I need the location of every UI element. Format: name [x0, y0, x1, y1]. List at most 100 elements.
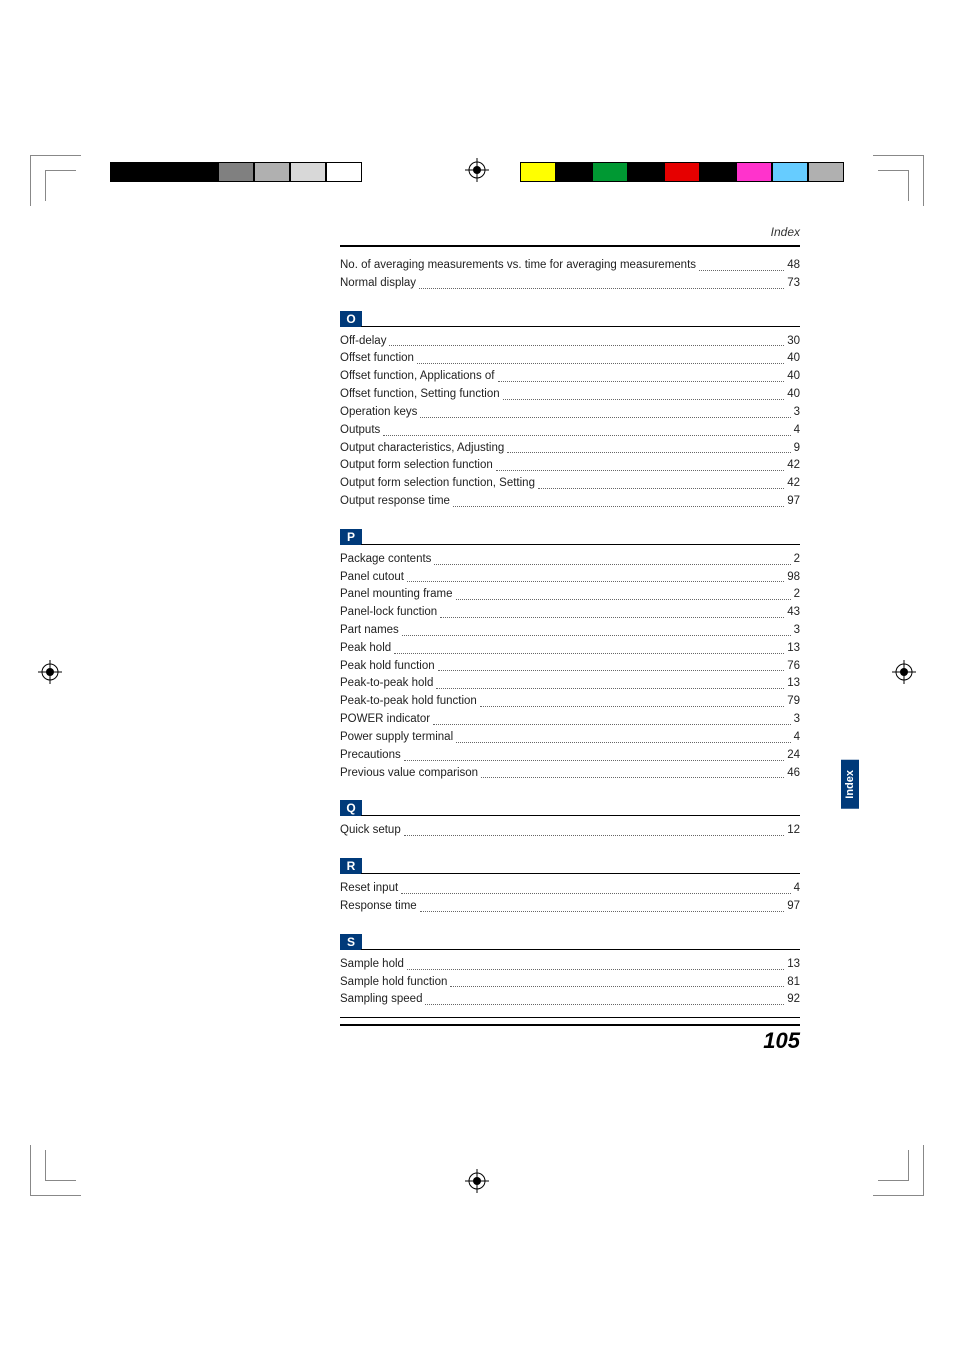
footer-rule-thick — [340, 1024, 800, 1026]
color-swatch — [556, 162, 592, 182]
entry-label: Output form selection function — [340, 457, 493, 475]
entry-label: Offset function, Setting function — [340, 386, 500, 404]
index-entry: Sample hold 13 — [340, 956, 800, 974]
entry-label: Part names — [340, 622, 399, 640]
leader-dots — [538, 475, 784, 489]
entry-page: 48 — [787, 257, 800, 275]
entry-label: Panel-lock function — [340, 604, 437, 622]
side-tab-index: Index — [841, 760, 859, 809]
section-rule — [361, 544, 800, 545]
entry-page: 97 — [787, 493, 800, 511]
leader-dots — [433, 711, 790, 725]
color-swatch — [664, 162, 700, 182]
entry-label: Panel cutout — [340, 569, 404, 587]
section-header: Q — [340, 800, 800, 816]
entry-page: 40 — [787, 386, 800, 404]
entry-page: 4 — [794, 422, 800, 440]
color-swatch — [254, 162, 290, 182]
entry-page: 12 — [787, 822, 800, 840]
entry-label: Sample hold — [340, 956, 404, 974]
register-mark-icon — [892, 660, 916, 684]
index-entry: Operation keys 3 — [340, 404, 800, 422]
color-swatch — [110, 162, 146, 182]
crop-mark — [873, 155, 924, 206]
entry-page: 97 — [787, 898, 800, 916]
entry-page: 79 — [787, 693, 800, 711]
color-swatch — [700, 162, 736, 182]
color-bar-right — [520, 162, 844, 182]
entry-label: Package contents — [340, 551, 431, 569]
entry-page: 30 — [787, 333, 800, 351]
section-rule — [361, 873, 800, 874]
entry-page: 43 — [787, 604, 800, 622]
footer-rule — [340, 1017, 800, 1018]
entry-label: Operation keys — [340, 404, 417, 422]
entry-label: Off-delay — [340, 333, 386, 351]
color-swatch — [290, 162, 326, 182]
section-rule — [361, 949, 800, 950]
entry-page: 3 — [794, 711, 800, 729]
section-rule — [361, 326, 800, 327]
entry-label: Power supply terminal — [340, 729, 453, 747]
crop-mark — [30, 1145, 81, 1196]
entry-page: 81 — [787, 974, 800, 992]
entry-page: 92 — [787, 991, 800, 1009]
color-swatch — [326, 162, 362, 182]
section-letter: O — [340, 311, 362, 327]
index-entry: Sampling speed92 — [340, 991, 800, 1009]
index-entry: Panel mounting frame2 — [340, 586, 800, 604]
page: Index Index No. of averaging measurement… — [0, 0, 954, 1351]
entry-page: 3 — [794, 404, 800, 422]
entry-page: 13 — [787, 956, 800, 974]
entry-label: POWER indicator — [340, 711, 430, 729]
entry-page: 24 — [787, 747, 800, 765]
entry-label: Peak hold — [340, 640, 391, 658]
leader-dots — [401, 880, 790, 894]
leader-dots — [480, 693, 784, 707]
leader-dots — [450, 974, 784, 988]
entry-label: Offset function — [340, 350, 414, 368]
entry-page: 42 — [787, 457, 800, 475]
leader-dots — [496, 457, 784, 471]
color-swatch — [772, 162, 808, 182]
index-entry: Output characteristics, Adjusting9 — [340, 440, 800, 458]
index-entry: Offset function, Applications of40 — [340, 368, 800, 386]
entry-label: Outputs — [340, 422, 380, 440]
index-entry: Peak-to-peak hold function79 — [340, 693, 800, 711]
entry-page: 13 — [787, 640, 800, 658]
section-header: R — [340, 858, 800, 874]
index-entry: Outputs 4 — [340, 422, 800, 440]
leader-dots — [438, 658, 785, 672]
entry-page: 98 — [787, 569, 800, 587]
index-entry: Part names3 — [340, 622, 800, 640]
index-entry: Panel cutout 98 — [340, 569, 800, 587]
leader-dots — [453, 493, 784, 507]
section-letter: R — [340, 858, 362, 874]
entry-page: 9 — [794, 440, 800, 458]
leader-dots — [420, 898, 784, 912]
leader-dots — [425, 991, 784, 1005]
entry-label: Output form selection function, Setting — [340, 475, 535, 493]
index-entry: Sample hold function81 — [340, 974, 800, 992]
index-entry: Peak-to-peak hold13 — [340, 675, 800, 693]
index-entry: Previous value comparison46 — [340, 765, 800, 783]
index-entry: Reset input4 — [340, 880, 800, 898]
index-entry: Power supply terminal4 — [340, 729, 800, 747]
leader-dots — [389, 333, 784, 347]
entry-page: 4 — [794, 880, 800, 898]
leader-dots — [404, 747, 784, 761]
header-label: Index — [340, 225, 800, 239]
entry-page: 40 — [787, 350, 800, 368]
crop-mark-inner — [45, 1150, 76, 1181]
section-letter: P — [340, 529, 362, 545]
content-area: Index No. of averaging measurements vs. … — [340, 225, 800, 1054]
entry-label: Previous value comparison — [340, 765, 478, 783]
section-rule — [361, 815, 800, 816]
leader-dots — [402, 622, 791, 636]
section-header: O — [340, 311, 800, 327]
index-entry: Normal display73 — [340, 275, 800, 293]
entry-label: Offset function, Applications of — [340, 368, 495, 386]
index-entry: Output response time97 — [340, 493, 800, 511]
leader-dots — [407, 956, 784, 970]
index-entry: Peak hold 13 — [340, 640, 800, 658]
